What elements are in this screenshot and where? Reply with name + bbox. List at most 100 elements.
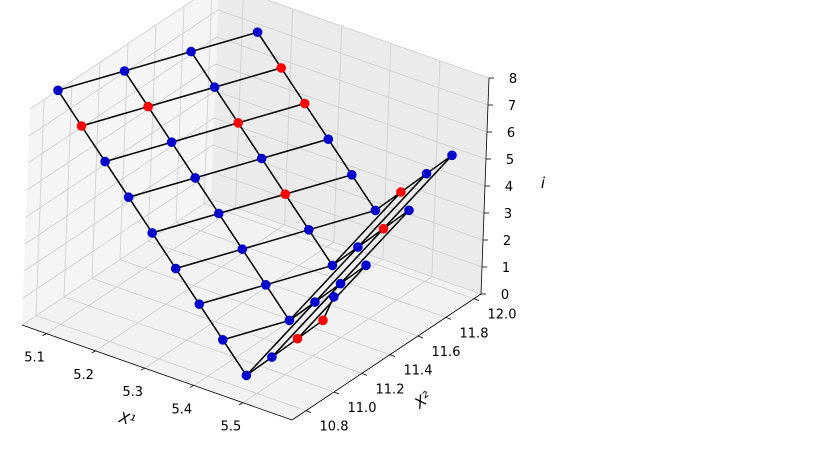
y-tick-mark (361, 372, 368, 376)
z-tick-label: 8 (509, 72, 517, 87)
cross-line (104, 141, 172, 163)
y-tick-mark (305, 410, 312, 414)
data-point (318, 315, 328, 326)
cross-line (331, 191, 402, 266)
grid-line-z (215, 63, 487, 160)
z-tick-label: 2 (503, 234, 511, 249)
x-tick-label: 5.4 (171, 402, 192, 417)
data-point (123, 192, 134, 202)
cross-line (339, 209, 410, 285)
cross-line (171, 122, 239, 143)
data-point (119, 66, 130, 76)
y-tick-label: 11.8 (460, 326, 489, 341)
grid-line-z (23, 144, 214, 272)
data-point (347, 170, 357, 180)
y-tick-label: 11.2 (376, 382, 405, 397)
cross-line (194, 157, 262, 179)
cross-line (314, 228, 385, 303)
y-axis-line (291, 293, 482, 421)
data-point (76, 121, 87, 131)
z-axis-title: i (541, 174, 546, 192)
z-tick-label: 1 (502, 261, 510, 276)
data-point (213, 208, 224, 219)
cross-line (288, 246, 359, 321)
data-point (447, 150, 457, 161)
back-pane (211, 0, 489, 294)
grid-line-z (21, 198, 212, 326)
data-point (335, 278, 346, 289)
data-point (327, 260, 338, 271)
data-point (361, 260, 371, 271)
data-point (186, 46, 196, 57)
data-point (267, 352, 277, 362)
data-point (284, 315, 295, 326)
cross-line (57, 70, 125, 92)
grid-line-x (46, 207, 236, 335)
grid-line-z (22, 171, 213, 299)
series-line (190, 51, 410, 267)
cross-line (242, 229, 310, 250)
x-tick-mark (189, 385, 194, 388)
cross-line (271, 283, 342, 358)
x-tick-mark (238, 402, 244, 406)
y-tick-mark (473, 298, 480, 302)
grid-line-y (147, 240, 419, 337)
grid-line-z (214, 90, 486, 187)
floor-pane (22, 199, 481, 420)
data-point (166, 137, 177, 147)
data-point (323, 134, 334, 144)
x-tick-label: 5.2 (73, 368, 94, 383)
data-point (276, 63, 287, 73)
data-point (143, 101, 153, 112)
cross-line (308, 209, 376, 231)
grid-line-y (175, 221, 447, 318)
data-point (353, 242, 363, 252)
axis-panes (22, 0, 489, 420)
x-tick-mark (140, 367, 145, 371)
y-tick-label: 10.8 (320, 420, 349, 435)
y-tick-mark (333, 391, 340, 395)
grid-line-y (63, 296, 335, 393)
cross-line (199, 284, 267, 305)
data-point (310, 297, 320, 307)
data-point (370, 205, 381, 216)
cross-line (382, 154, 453, 230)
y-axis-title: X² (410, 388, 435, 413)
data-point (252, 27, 263, 38)
cross-line (218, 193, 286, 215)
grid-line-z (217, 9, 489, 106)
cross-line (151, 212, 219, 234)
z-tick-label: 3 (504, 207, 512, 222)
data-point (100, 156, 110, 167)
data-point (404, 205, 414, 216)
cross-line (147, 86, 215, 108)
grid-line-z (265, 0, 490, 79)
data-point (241, 370, 252, 381)
cross-line (357, 173, 428, 248)
x-tick-label: 5.1 (24, 351, 45, 366)
cross-line (245, 301, 316, 376)
grid-line-z (211, 171, 483, 268)
data-points (53, 27, 457, 381)
data-point (256, 153, 267, 164)
cross-line (261, 138, 329, 160)
grid-line-z (25, 90, 216, 218)
z-tick-label: 6 (507, 126, 515, 141)
data-point (299, 98, 310, 109)
x-axis-title: X¹ (116, 408, 137, 430)
x-axis-line (21, 324, 293, 421)
z-tick-label: 4 (505, 180, 513, 195)
grid-line-z (213, 117, 485, 214)
x-tick-label: 5.5 (221, 420, 242, 435)
z-tick-label: 5 (506, 153, 514, 168)
y-tick-label: 12.0 (488, 308, 517, 323)
x-tick-mark (91, 350, 96, 354)
data-point (233, 118, 243, 128)
cross-line (237, 102, 305, 124)
cross-line (124, 50, 192, 72)
y-tick-mark (417, 335, 424, 339)
grid-line-z (26, 63, 217, 191)
data-point (421, 168, 432, 179)
cross-line (128, 177, 196, 198)
